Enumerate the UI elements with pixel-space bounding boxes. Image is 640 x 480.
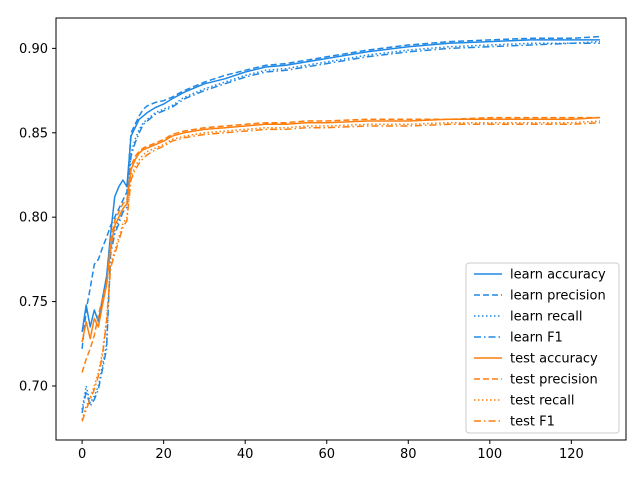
legend-label-test-precision: test precision [510,373,598,388]
legend-label-test-f1: test F1 [510,415,555,430]
series-layer [81,35,600,422]
y-tick-label: 0.70 [19,379,48,394]
y-tick-label: 0.90 [19,42,48,57]
series-line-test-recall [81,120,600,420]
legend-label-learn-precision: learn precision [510,289,606,304]
series-line-test-f1 [81,121,600,422]
series-line-learn-precision [81,35,600,349]
series-line-learn-accuracy [81,39,600,333]
series-line-test-precision [81,116,600,373]
y-tick-label: 0.85 [19,126,48,141]
legend-label-learn-recall: learn recall [510,310,582,325]
y-axis: 0.70 0.75 0.80 0.85 0.90 [19,42,56,394]
legend-label-test-recall: test recall [510,394,575,409]
y-tick-label: 0.80 [19,211,48,226]
x-axis: 0 20 40 60 80 100 120 [78,440,584,462]
y-tick-label: 0.75 [19,295,48,310]
legend-label-test-accuracy: test accuracy [510,352,598,367]
legend: learn accuracy learn precision learn recal… [465,262,620,434]
x-tick-label: 100 [477,447,502,462]
x-tick-label: 60 [318,447,335,462]
plot-frame [55,17,627,441]
x-tick-label: 120 [559,447,584,462]
legend-label-learn-accuracy: learn accuracy [510,268,606,283]
legend-box [465,262,620,434]
x-tick-label: 80 [400,447,417,462]
x-tick-label: 40 [237,447,254,462]
legend-label-learn-f1: learn F1 [510,331,563,346]
x-tick-label: 0 [78,447,86,462]
series-line-learn-f1 [81,42,600,414]
x-tick-label: 20 [155,447,172,462]
